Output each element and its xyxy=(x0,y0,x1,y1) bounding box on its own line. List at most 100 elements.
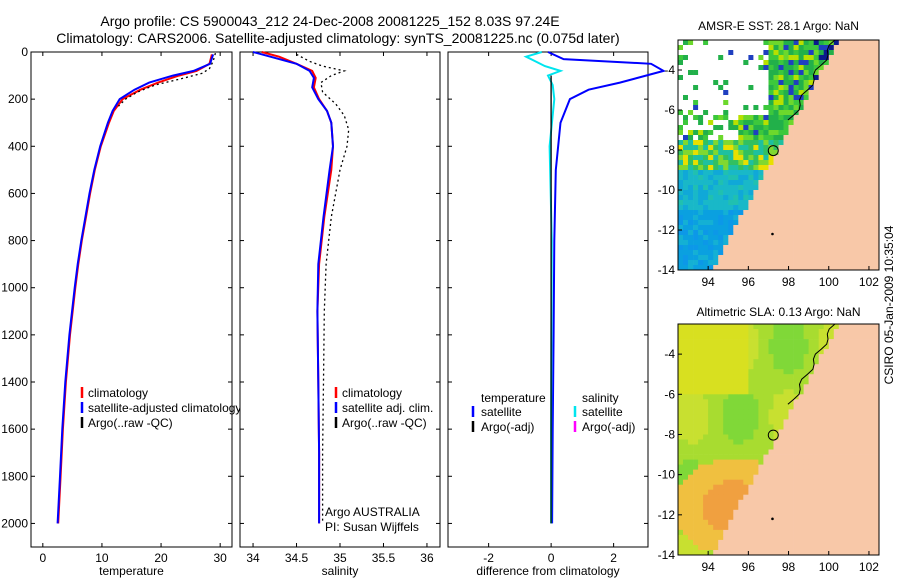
map-cell xyxy=(828,359,835,365)
map-cell xyxy=(733,55,739,61)
map-cell xyxy=(813,504,820,511)
map-cell xyxy=(768,235,774,241)
map-cell xyxy=(823,150,830,156)
x-tick-label: 0 xyxy=(548,551,555,565)
map-cell xyxy=(808,499,814,506)
map-cell xyxy=(738,494,744,501)
map-cell xyxy=(858,195,865,201)
map-cell xyxy=(848,200,855,206)
map-cell xyxy=(803,125,809,131)
map-cell xyxy=(718,474,724,481)
map-cell xyxy=(874,539,880,546)
map-cell xyxy=(813,70,820,76)
map-cell xyxy=(778,110,784,116)
map-cell xyxy=(853,190,860,196)
map-cell xyxy=(863,185,870,191)
map-cell xyxy=(748,504,754,511)
map-cell xyxy=(783,459,789,465)
y-tick-label: 1800 xyxy=(1,469,28,483)
map-cell xyxy=(828,339,835,345)
map-cell xyxy=(708,489,714,496)
map-cell xyxy=(773,479,779,486)
map-cell xyxy=(713,429,719,435)
map-cell xyxy=(683,75,689,81)
map-cell xyxy=(738,550,744,556)
map-cell xyxy=(733,364,739,370)
map-cell xyxy=(743,260,749,266)
map-cell xyxy=(678,230,684,236)
map-cell xyxy=(733,225,739,231)
map-cell xyxy=(723,195,729,201)
map-cell xyxy=(803,215,809,221)
map-cell xyxy=(838,165,845,171)
map-cell xyxy=(678,200,684,206)
map-cell xyxy=(858,60,865,66)
map-cell xyxy=(683,225,689,231)
map-cell xyxy=(788,160,794,166)
map-cell xyxy=(693,474,699,481)
map-cell xyxy=(748,70,754,76)
map-cell xyxy=(828,545,835,551)
map-cell xyxy=(693,369,699,375)
map-cell xyxy=(733,404,739,410)
map-cell xyxy=(843,100,850,106)
map-cell xyxy=(818,434,825,440)
map-cell xyxy=(848,195,855,201)
map-cell xyxy=(798,185,804,191)
map-cell xyxy=(753,369,759,375)
map-cell xyxy=(828,344,835,350)
map-cell xyxy=(848,509,855,516)
map-cell xyxy=(698,329,704,335)
map-cell xyxy=(688,200,694,206)
map-cell xyxy=(838,115,845,121)
map-cell xyxy=(793,200,799,206)
map-cell xyxy=(874,45,880,51)
map-cell xyxy=(848,45,855,51)
map-cell xyxy=(823,424,830,430)
map-cell xyxy=(753,40,759,46)
map-cell xyxy=(733,120,739,126)
map-cell xyxy=(738,344,744,350)
map-cell xyxy=(708,534,714,541)
map-cell xyxy=(768,175,774,181)
map-cell xyxy=(773,260,779,266)
map-cell xyxy=(858,190,865,196)
map-cell xyxy=(748,205,754,211)
map-cell xyxy=(713,439,719,445)
salinity-xlabel: salinity xyxy=(322,564,359,578)
map-cell xyxy=(808,529,814,536)
map-cell xyxy=(703,494,709,501)
map-cell xyxy=(813,419,820,425)
map-cell xyxy=(869,469,875,475)
map-cell xyxy=(833,200,840,206)
map-cell xyxy=(723,529,729,536)
map-cell xyxy=(753,404,759,410)
map-cell xyxy=(718,414,724,420)
map-cell xyxy=(743,404,749,410)
map-cell xyxy=(793,170,799,176)
map-cell xyxy=(863,499,870,506)
map-cell xyxy=(853,369,860,375)
map-cell xyxy=(713,195,719,201)
map-cell xyxy=(738,514,744,521)
map-cell xyxy=(788,354,794,360)
map-cell xyxy=(748,324,754,330)
map-cell xyxy=(874,524,880,531)
map-cell xyxy=(693,404,699,410)
map-cell xyxy=(869,65,875,71)
map-cell xyxy=(798,55,804,61)
map-cell xyxy=(798,90,804,96)
map-cell xyxy=(713,240,719,246)
map-cell xyxy=(828,175,835,181)
map-cell xyxy=(743,509,749,516)
map-cell xyxy=(763,399,769,405)
map-cell xyxy=(823,170,830,176)
map-cell xyxy=(763,424,769,430)
map-cell xyxy=(803,265,809,271)
map-cell xyxy=(683,545,689,551)
map-cell xyxy=(869,499,875,506)
map-cell xyxy=(743,499,749,506)
map-cell xyxy=(863,399,870,405)
map-cell xyxy=(723,70,729,76)
map-cell xyxy=(833,265,840,271)
